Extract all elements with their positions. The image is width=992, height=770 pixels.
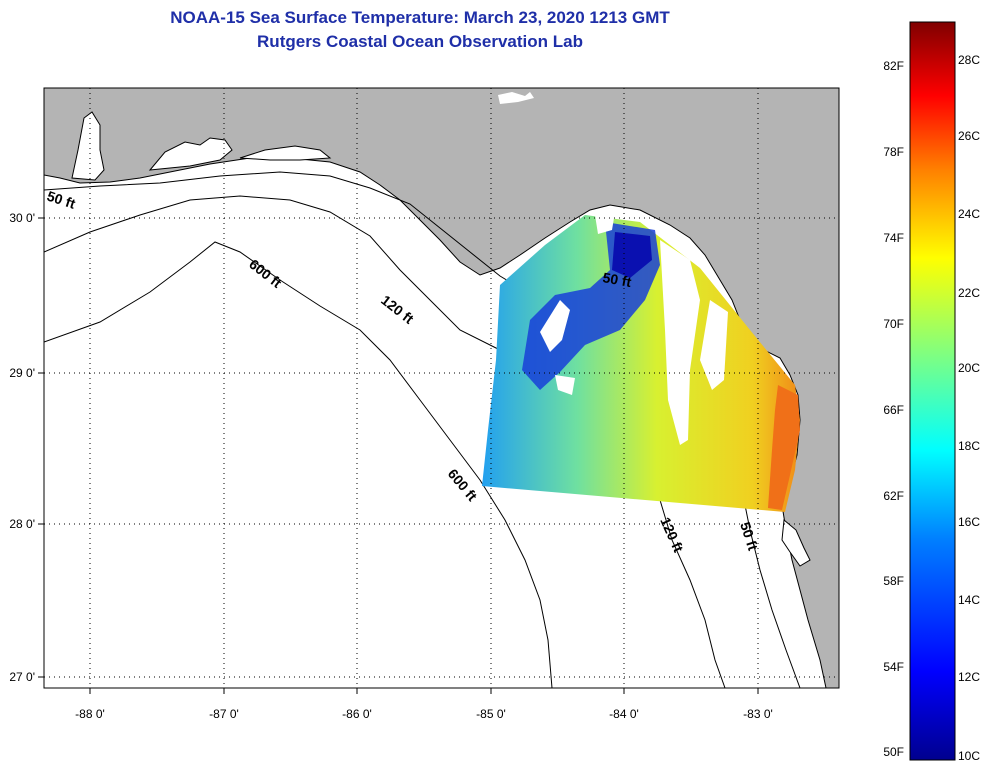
colorbar-c-label: 14C — [958, 593, 980, 607]
colorbar-f-label: 82F — [883, 59, 904, 73]
cloud-gap-3 — [700, 300, 728, 390]
colorbar-f-label: 78F — [883, 145, 904, 159]
graticule — [44, 88, 839, 688]
colorbar-f-label: 74F — [883, 231, 904, 245]
sst-warm-band — [768, 385, 800, 510]
colorbar-c-label: 10C — [958, 749, 980, 763]
lon-tick-label: -84 0' — [609, 707, 639, 721]
lon-tick-label: -86 0' — [342, 707, 372, 721]
colorbar-c-label: 22C — [958, 286, 980, 300]
colorbar-c-label: 18C — [958, 439, 980, 453]
colorbar-c-label: 28C — [958, 53, 980, 67]
colorbar-f-label: 58F — [883, 574, 904, 588]
pensacola-bay — [148, 137, 233, 171]
sst-deep-cold — [612, 232, 652, 278]
colorbar-f-label: 70F — [883, 317, 904, 331]
colorbar-c-label: 12C — [958, 670, 980, 684]
lon-tick-label: -85 0' — [476, 707, 506, 721]
contour-120ft — [44, 195, 726, 688]
contour-600ft — [44, 241, 553, 688]
colorbar-c-label: 16C — [958, 515, 980, 529]
lon-tick-label: -88 0' — [75, 707, 105, 721]
colorbar-f-label: 50F — [883, 745, 904, 759]
cloud-gap-2 — [660, 240, 700, 445]
tampa-bay — [781, 519, 811, 567]
mobile-bay — [71, 111, 105, 181]
map-frame — [43, 87, 840, 689]
colorbar-c-label: 24C — [958, 207, 980, 221]
lon-tick-label: -87 0' — [209, 707, 239, 721]
colorbar-fahrenheit-labels: 82F 78F 74F 70F 66F 62F 58F 54F 50F — [883, 59, 904, 759]
choctawhatchee-bay — [239, 145, 332, 161]
colorbar-f-label: 54F — [883, 660, 904, 674]
lake-north — [498, 92, 534, 104]
lat-tick-label: 27 0' — [9, 670, 35, 684]
colorbar-c-label: 20C — [958, 361, 980, 375]
contour-label: 50 ft — [601, 269, 632, 290]
lat-tick-label: 29 0' — [9, 366, 35, 380]
map-title: NOAA-15 Sea Surface Temperature: March 2… — [170, 8, 670, 27]
cloud-gap-4 — [555, 375, 575, 395]
colorbar-c-label: 26C — [958, 129, 980, 143]
map-subtitle: Rutgers Coastal Ocean Observation Lab — [257, 32, 583, 51]
cloud-gap-1 — [540, 300, 570, 352]
lat-tick-label: 30 0' — [9, 211, 35, 225]
sst-swath — [482, 215, 800, 512]
tick-marks — [38, 217, 759, 694]
lon-tick-label: -83 0' — [743, 707, 773, 721]
colorbar — [909, 21, 956, 761]
colorbar-f-label: 62F — [883, 489, 904, 503]
colorbar-celsius-labels: 28C 26C 24C 22C 20C 18C 16C 14C 12C 10C — [958, 53, 980, 763]
lat-tick-label: 28 0' — [9, 517, 35, 531]
colorbar-f-label: 66F — [883, 403, 904, 417]
